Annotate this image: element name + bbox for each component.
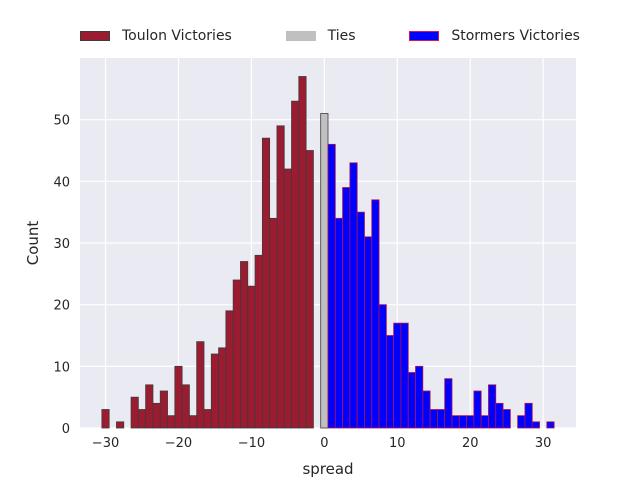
x-axis-label: spread	[302, 460, 353, 478]
bar-toulon	[203, 409, 212, 429]
bar-toulon	[225, 310, 234, 429]
bar-stormers	[429, 409, 438, 429]
y-tick-label: 30	[53, 237, 70, 252]
x-tick-label: −10	[238, 436, 265, 451]
bar-toulon	[269, 217, 278, 429]
x-tick-label: 10	[389, 436, 406, 451]
bar-toulon	[174, 365, 183, 429]
bar-toulon	[305, 150, 314, 429]
bar-stormers	[495, 402, 504, 429]
bar-toulon	[101, 409, 110, 429]
bar-stormers	[480, 415, 489, 429]
bar-toulon	[152, 402, 161, 429]
bar-stormers	[385, 335, 395, 429]
bar-stormers	[488, 384, 497, 429]
y-tick-label: 20	[53, 299, 70, 314]
bar-toulon	[247, 285, 256, 429]
legend: Toulon Victories Ties Stormers Victories	[80, 22, 580, 50]
x-tick-label: 30	[535, 436, 552, 451]
bar-stormers	[342, 187, 351, 429]
bar-toulon	[254, 254, 263, 429]
x-tick-label: 0	[320, 436, 328, 451]
bar-stormers	[546, 421, 555, 429]
bar-stormers	[334, 217, 343, 429]
bar-toulon	[189, 415, 198, 429]
y-tick-label: 50	[53, 114, 70, 129]
legend-swatch-ties	[285, 31, 316, 41]
bar-toulon	[283, 168, 292, 429]
legend-label-toulon: Toulon Victories	[122, 28, 232, 44]
bar-toulon	[218, 347, 227, 429]
bar-ties	[320, 113, 329, 429]
bar-toulon	[130, 396, 139, 429]
legend-item-toulon: Toulon Victories	[80, 28, 232, 44]
bar-stormers	[531, 421, 540, 429]
bar-stormers	[393, 322, 402, 429]
x-tick-label: −30	[92, 436, 119, 451]
bar-toulon	[261, 137, 271, 429]
bar-stormers	[444, 378, 453, 429]
bar-stormers	[371, 199, 380, 429]
legend-swatch-stormers	[409, 31, 440, 41]
bar-stormers	[407, 372, 416, 429]
y-tick-label: 40	[53, 175, 70, 190]
bar-toulon	[116, 421, 125, 429]
bar-stormers	[378, 304, 387, 429]
bar-stormers	[327, 143, 336, 429]
y-axis-label: Count	[24, 221, 42, 266]
bar-toulon	[276, 125, 285, 429]
bar-stormers	[502, 409, 511, 429]
bar-stormers	[437, 409, 446, 429]
y-tick-label: 10	[53, 360, 70, 375]
legend-label-stormers: Stormers Victories	[451, 28, 580, 44]
bar-toulon	[232, 279, 241, 429]
legend-item-stormers: Stormers Victories	[409, 28, 580, 44]
bar-toulon	[137, 409, 147, 429]
bar-toulon	[145, 384, 154, 429]
x-tick-label: −20	[165, 436, 192, 451]
bar-stormers	[458, 415, 467, 429]
x-tick-label: 20	[462, 436, 479, 451]
bar-toulon	[181, 384, 190, 429]
legend-label-ties: Ties	[327, 28, 356, 44]
bar-toulon	[210, 353, 219, 429]
legend-item-ties: Ties	[285, 28, 356, 44]
bar-stormers	[415, 365, 424, 429]
bar-toulon	[240, 261, 249, 429]
x-tick-labels: −30 −20 −10 0 10 20 30	[92, 436, 552, 451]
bar-toulon	[159, 390, 168, 429]
bar-stormers	[451, 415, 460, 429]
bar-stormers	[349, 162, 358, 429]
bar-stormers	[524, 402, 533, 429]
bar-stormers	[364, 236, 373, 429]
bar-stormers	[466, 415, 475, 429]
bar-stormers	[422, 390, 431, 429]
bar-stormers	[473, 390, 482, 429]
y-tick-labels: 0 10 20 30 40 50	[53, 114, 70, 437]
bar-toulon	[167, 415, 176, 429]
y-tick-label: 0	[62, 422, 70, 437]
bar-stormers	[517, 415, 526, 429]
bar-toulon	[291, 100, 300, 429]
bar-toulon	[298, 76, 307, 429]
bar-stormers	[356, 211, 365, 429]
bar-toulon	[196, 341, 205, 429]
legend-swatch-toulon	[80, 31, 110, 41]
bar-stormers	[400, 322, 409, 429]
bars	[101, 76, 555, 429]
